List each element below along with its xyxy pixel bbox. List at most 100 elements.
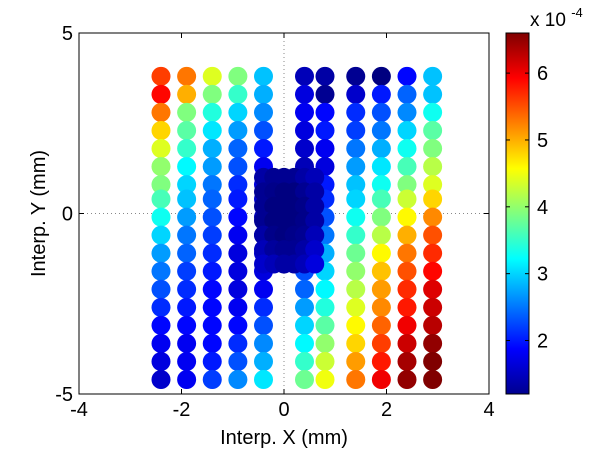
scatter-point xyxy=(228,66,248,86)
scatter-point xyxy=(423,157,443,177)
scatter-point xyxy=(315,66,335,86)
scatter-point xyxy=(295,84,314,104)
colorbar-multiplier: x 10 -4 xyxy=(530,5,583,31)
scatter-point xyxy=(151,279,171,299)
scatter-point xyxy=(151,297,171,317)
scatter-point xyxy=(177,175,197,195)
scatter-point xyxy=(346,352,366,372)
scatter-point xyxy=(423,207,443,227)
scatter-point xyxy=(295,279,314,299)
scatter-point xyxy=(202,139,222,159)
scatter-point xyxy=(423,297,443,317)
scatter-point xyxy=(202,315,222,335)
scatter-point xyxy=(346,315,366,335)
scatter-point xyxy=(202,370,222,390)
scatter-point xyxy=(423,333,443,353)
scatter-point xyxy=(315,139,335,159)
scatter-point xyxy=(397,297,417,317)
scatter-point xyxy=(177,84,197,104)
scatter-point xyxy=(177,279,197,299)
x-tick-label: -2 xyxy=(173,399,191,421)
scatter-point xyxy=(202,175,222,195)
scatter-point xyxy=(397,315,417,335)
colorbar-multiplier-base: x 10 xyxy=(530,10,566,31)
scatter-point xyxy=(305,225,325,245)
scatter-point xyxy=(202,225,222,245)
scatter-point xyxy=(254,352,273,372)
scatter-point xyxy=(295,139,314,159)
x-tick-label: 2 xyxy=(381,399,392,421)
scatter-point xyxy=(423,102,443,122)
scatter-point xyxy=(423,243,443,263)
scatter-point xyxy=(202,333,222,353)
colorbar-tick-label: 3 xyxy=(537,264,548,286)
scatter-point xyxy=(397,370,417,390)
scatter-point xyxy=(371,370,391,390)
scatter-point xyxy=(315,352,335,372)
scatter-point xyxy=(423,261,443,281)
scatter-point xyxy=(423,279,443,299)
scatter-point xyxy=(151,66,171,86)
scatter-point xyxy=(202,84,222,104)
scatter-point xyxy=(315,279,335,299)
x-axis-label: Interp. X (mm) xyxy=(220,427,348,449)
scatter-point xyxy=(151,84,171,104)
colorbar-multiplier-exponent: -4 xyxy=(571,5,583,20)
colorbar-ticks: 2 3 4 5 6 xyxy=(506,63,548,353)
scatter-point xyxy=(346,370,366,390)
scatter-point xyxy=(305,211,325,231)
scatter-point xyxy=(346,120,366,140)
scatter-point xyxy=(315,370,335,390)
scatter-point xyxy=(423,120,443,140)
scatter-point xyxy=(295,315,314,335)
scatter-point xyxy=(315,297,335,317)
scatter-point xyxy=(423,66,443,86)
scatter-point xyxy=(295,352,314,372)
scatter-point xyxy=(346,261,366,281)
scatter-point xyxy=(177,157,197,177)
scatter-point xyxy=(202,297,222,317)
scatter-point xyxy=(346,175,366,195)
y-axis-ticks: -5 0 5 xyxy=(55,23,489,406)
scatter-point xyxy=(177,333,197,353)
scatter-point xyxy=(371,139,391,159)
scatter-point xyxy=(151,102,171,122)
scatter-point xyxy=(151,120,171,140)
scatter-point xyxy=(346,279,366,299)
scatter-point xyxy=(371,120,391,140)
y-tick-label: 5 xyxy=(62,23,73,45)
scatter-point xyxy=(177,297,197,317)
scatter-point xyxy=(202,261,222,281)
scatter-point xyxy=(202,279,222,299)
scatter-point xyxy=(423,225,443,245)
scatter-point xyxy=(371,66,391,86)
scatter-point xyxy=(371,261,391,281)
scatter-point xyxy=(254,370,273,390)
scatter-point xyxy=(371,315,391,335)
scatter-point xyxy=(397,102,417,122)
x-tick-label: 4 xyxy=(483,399,494,421)
scatter-point xyxy=(151,243,171,263)
scatter-point xyxy=(177,139,197,159)
y-tick-label: 0 xyxy=(62,204,73,226)
scatter-point xyxy=(346,157,366,177)
scatter-point xyxy=(295,102,314,122)
colorbar-tick-label: 6 xyxy=(537,63,548,85)
scatter-point xyxy=(295,333,314,353)
scatter-point xyxy=(397,279,417,299)
scatter-point xyxy=(151,157,171,177)
scatter-point xyxy=(228,157,248,177)
scatter-point xyxy=(397,189,417,209)
scatter-point xyxy=(423,84,443,104)
scatter-point xyxy=(254,333,273,353)
scatter-point xyxy=(371,297,391,317)
scatter-point xyxy=(177,207,197,227)
scatter-point xyxy=(397,157,417,177)
scatter-point xyxy=(371,352,391,372)
scatter-point xyxy=(228,243,248,263)
x-tick-label: -4 xyxy=(70,399,88,421)
scatter-point xyxy=(202,352,222,372)
scatter-point xyxy=(295,66,314,86)
scatter-point xyxy=(151,261,171,281)
scatter-point xyxy=(305,196,325,216)
